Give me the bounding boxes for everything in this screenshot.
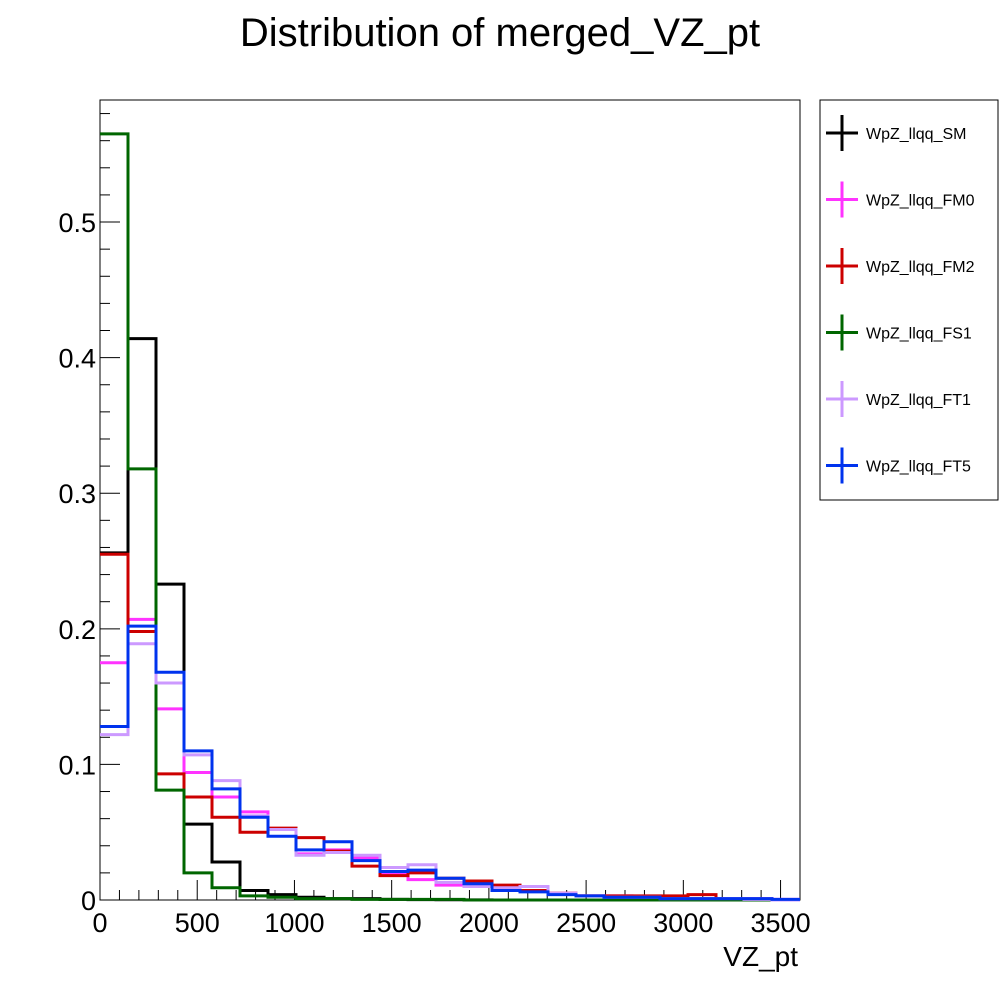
y-tick-label: 0.4 — [58, 344, 96, 374]
legend-entry: WpZ_llqq_FS1 — [826, 314, 972, 351]
legend-label: WpZ_llqq_FM2 — [866, 259, 975, 276]
y-tick-label: 0.1 — [58, 750, 96, 780]
x-tick-label: 3000 — [653, 908, 713, 938]
legend: WpZ_llqq_SM WpZ_llqq_FM0 WpZ_llqq_FM2 WpZ_l… — [819, 99, 999, 501]
x-tick-label: 3500 — [751, 908, 811, 938]
x-tick-label: 2500 — [556, 908, 616, 938]
x-axis-label: VZ_pt — [723, 941, 798, 972]
series-line-WpZ_llqq_FS1 — [100, 132, 800, 902]
y-tick-label: 0.5 — [58, 208, 96, 238]
legend-entry: WpZ_llqq_FM0 — [826, 181, 975, 218]
series-line-WpZ_llqq_FT5 — [100, 624, 800, 901]
axis-ticks — [99, 113, 801, 901]
legend-entry: WpZ_llqq_SM — [826, 115, 966, 151]
x-tick-label: 500 — [175, 908, 220, 938]
legend-label: WpZ_llqq_FM0 — [866, 193, 975, 210]
y-tick-label: 0.2 — [58, 615, 96, 645]
legend-label: WpZ_llqq_FT1 — [866, 392, 971, 409]
chart-title: Distribution of merged_VZ_pt — [240, 11, 760, 55]
legend-entry: WpZ_llqq_FT5 — [826, 447, 971, 484]
legend-box — [819, 99, 999, 501]
x-tick-label: 1000 — [264, 908, 324, 938]
series-WpZ_llqq_FT5 — [100, 624, 800, 901]
y-tick-label: 0.3 — [58, 479, 96, 509]
legend-label: WpZ_llqq_FT5 — [866, 459, 971, 476]
legend-label: WpZ_llqq_FS1 — [866, 326, 972, 343]
axis-tick-labels: 0 500 1000 1500 2000 2500 3000 3500 0 0.1 0.2 0.3 0.… — [58, 208, 810, 938]
x-tick-label: 2000 — [459, 908, 519, 938]
legend-label: WpZ_llqq_SM — [866, 126, 966, 143]
x-tick-label: 1500 — [362, 908, 422, 938]
legend-entry: WpZ_llqq_FT1 — [826, 381, 971, 417]
series-layer — [100, 132, 800, 902]
y-tick-label: 0 — [81, 886, 96, 916]
legend-entry: WpZ_llqq_FM2 — [826, 248, 975, 284]
series-WpZ_llqq_FS1 — [100, 132, 800, 902]
x-tick-label: 0 — [92, 908, 107, 938]
legend-entries: WpZ_llqq_SM WpZ_llqq_FM0 WpZ_llqq_FM2 WpZ_l… — [826, 115, 975, 484]
